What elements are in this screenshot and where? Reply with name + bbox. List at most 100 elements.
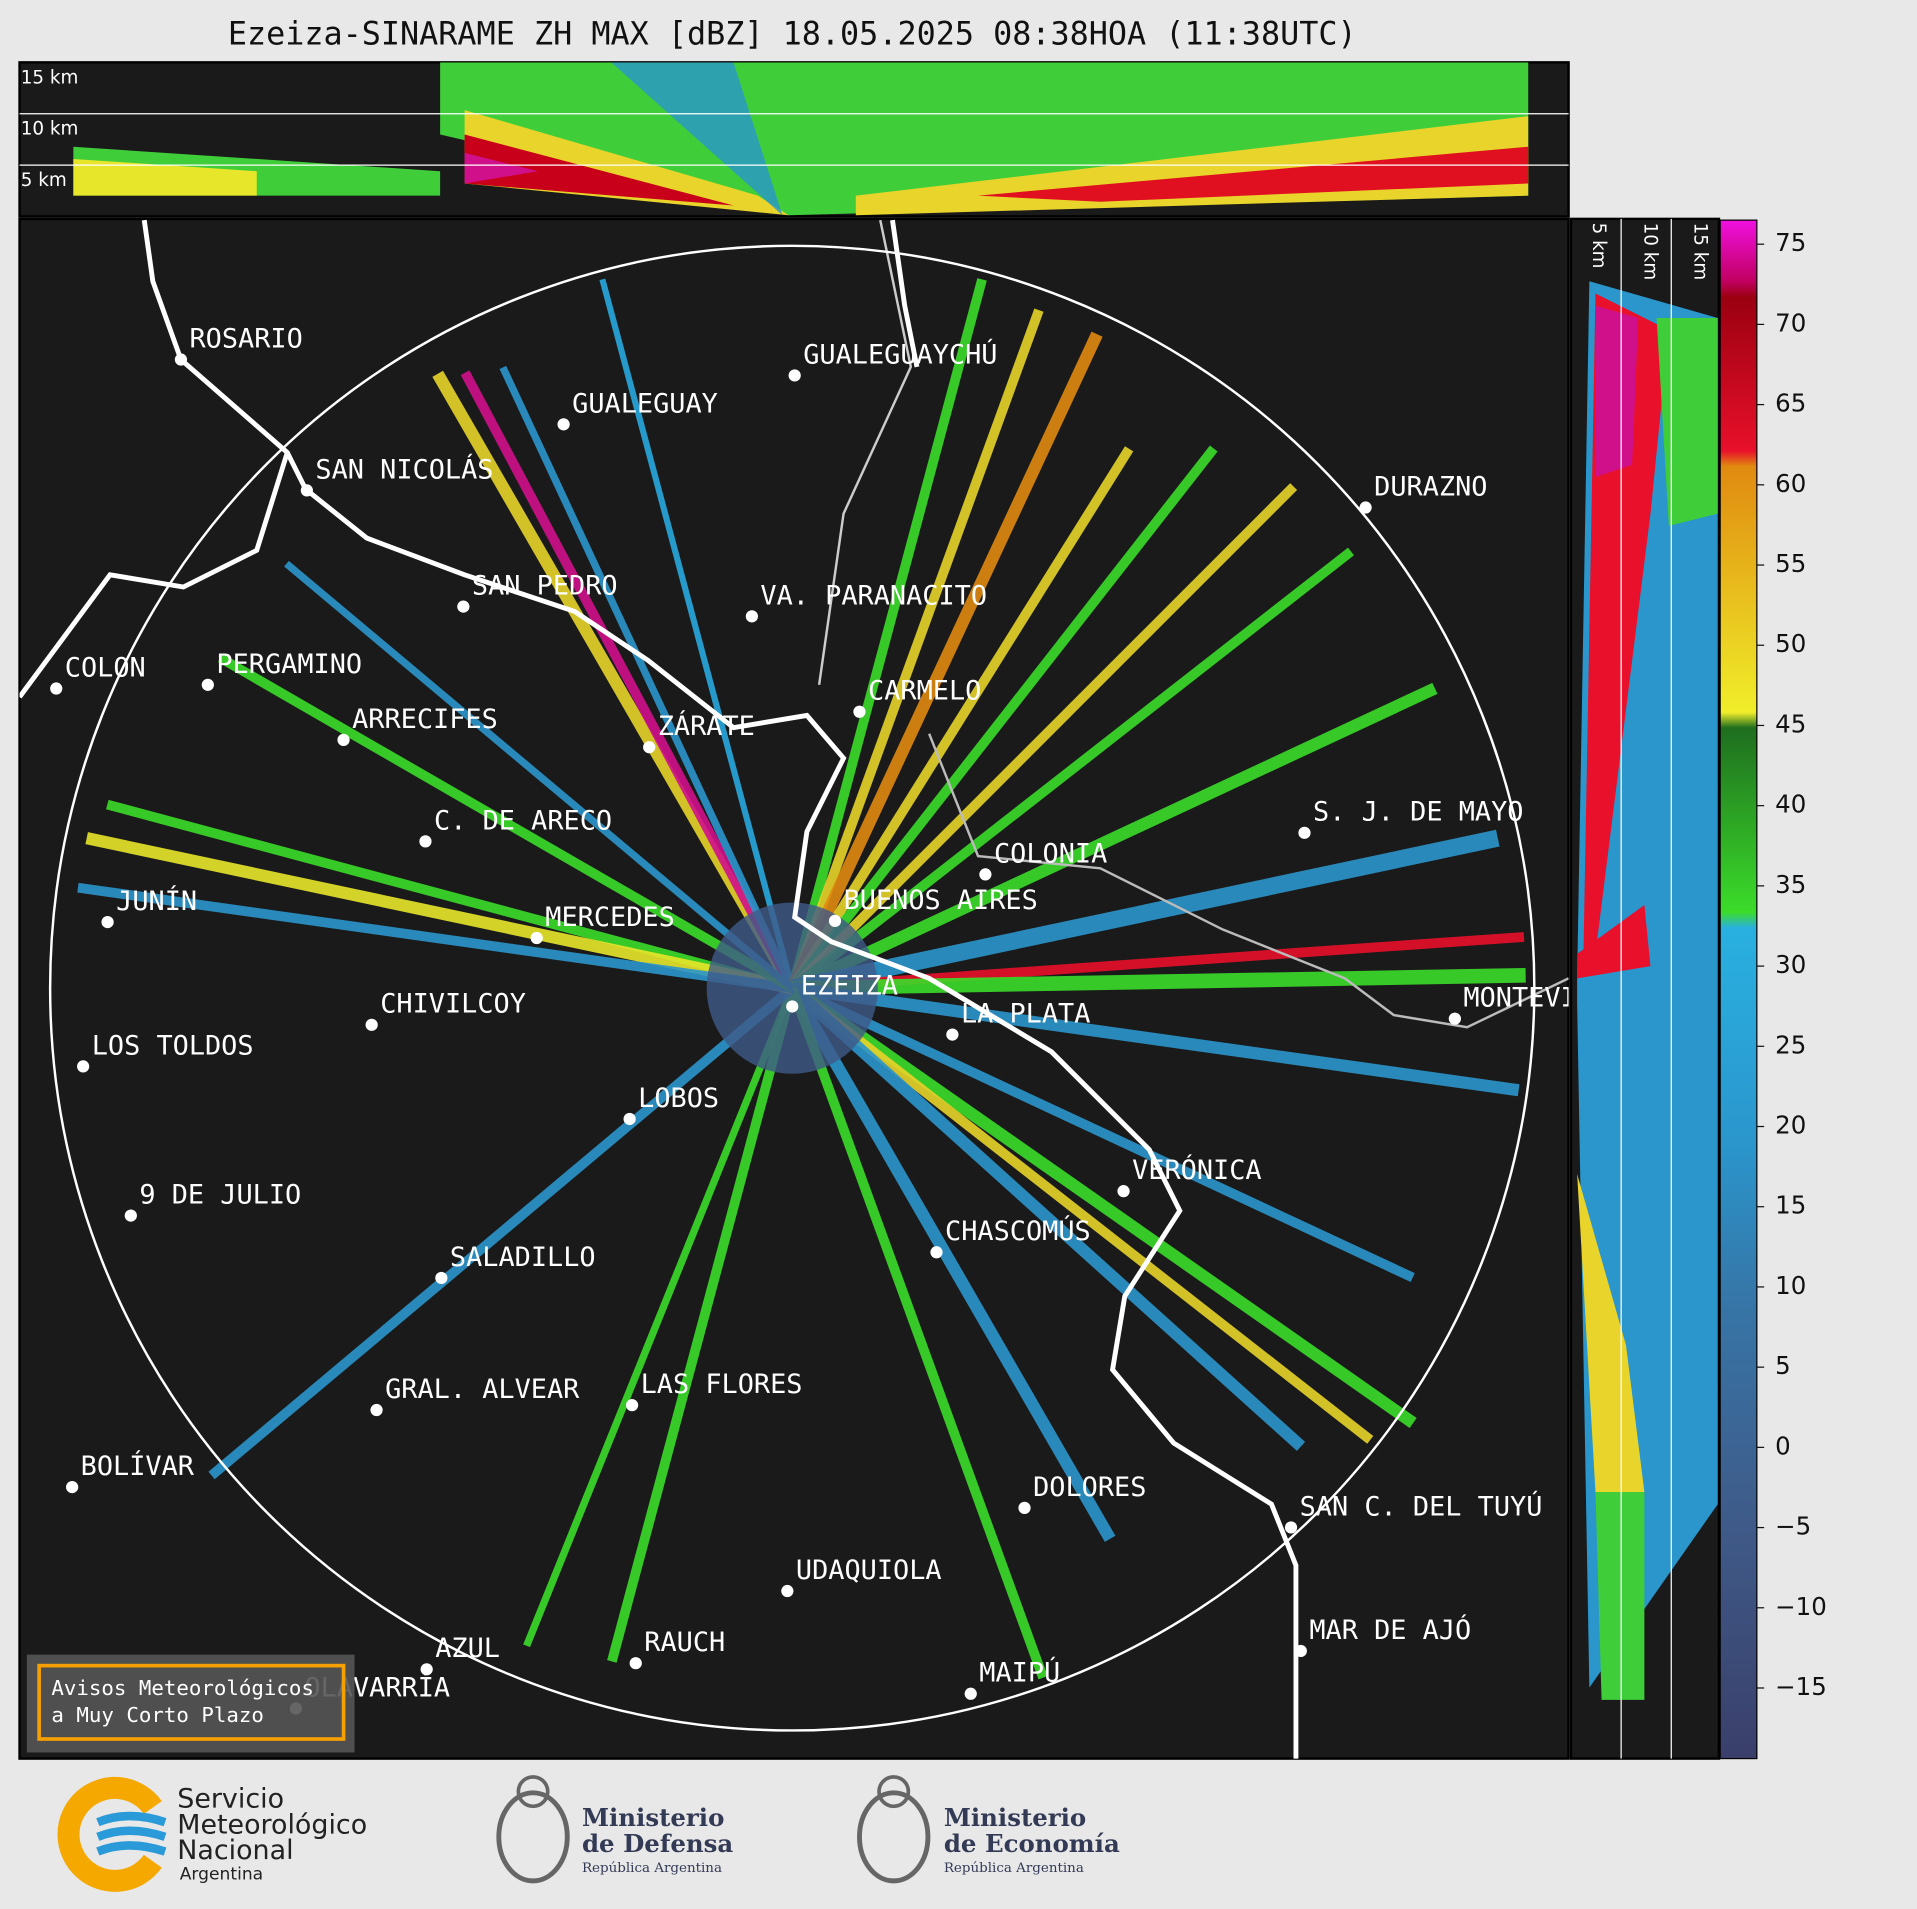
logo-economia: Ministerio de Economía República Argenti… — [857, 1775, 1120, 1884]
city-dot — [557, 418, 570, 431]
colorbar-tick-label: 10 — [1775, 1271, 1806, 1300]
city-label: ZÁRATE — [658, 710, 755, 742]
echo-ray — [499, 365, 796, 990]
colorbar-tick-label: 20 — [1775, 1111, 1806, 1140]
echo-ray — [788, 983, 1306, 1451]
city-label: SAN NICOLÁS — [315, 453, 493, 485]
city-dot — [1018, 1501, 1031, 1514]
colorbar-tick-label: −10 — [1775, 1592, 1827, 1621]
height-label: 10 km — [21, 119, 79, 140]
echo-ray — [786, 331, 1103, 991]
city-dot — [930, 1246, 943, 1259]
city-dot — [853, 705, 866, 718]
city-dot — [1359, 501, 1372, 514]
logo-smn: Servicio Meteorológico Nacional Argentin… — [57, 1776, 367, 1892]
height-label: 5 km — [21, 170, 67, 191]
city-dot — [457, 600, 470, 613]
echo-ray — [790, 829, 1500, 997]
city-label: MAIPÚ — [979, 1657, 1060, 1689]
colorbar-tick-label: −15 — [1775, 1672, 1827, 1701]
city-dot — [300, 484, 313, 497]
city-label: COLON — [65, 652, 146, 683]
city-dot — [370, 1403, 383, 1417]
city-label: DURAZNO — [1374, 471, 1487, 502]
city-dot — [66, 1480, 79, 1494]
warning-backdrop[interactable] — [26, 1654, 355, 1753]
echo-ray — [106, 799, 794, 993]
colorbar-tick-label: 55 — [1775, 549, 1806, 578]
logo-text: Nacional — [177, 1835, 293, 1866]
city-dot — [946, 1028, 959, 1041]
city-label: PERGAMINO — [216, 649, 362, 680]
city-label: S. J. DE MAYO — [1313, 797, 1523, 828]
city-label: SAN C. DEL TUYÚ — [1300, 1490, 1543, 1522]
logo-text: Ministerio — [944, 1803, 1086, 1832]
side-echoes — [1577, 281, 1718, 1700]
logo-defensa: Ministerio de Defensa República Argentin… — [496, 1775, 733, 1884]
warning-frame[interactable] — [37, 1663, 346, 1741]
city-dot — [629, 1657, 642, 1670]
city-dot — [337, 733, 350, 746]
city-label: UDAQUIOLA — [796, 1555, 942, 1586]
colorbar-tick-label: 35 — [1775, 870, 1806, 899]
colorbar — [1719, 219, 1758, 1760]
echo-ray — [789, 547, 1355, 992]
city-label: CARMELO — [868, 676, 981, 707]
echo-ray — [523, 986, 796, 1648]
city-dot — [786, 1000, 799, 1013]
echo-ray — [788, 983, 1417, 1429]
title: Ezeiza-SINARAME ZH MAX [dBZ] 18.05.2025 … — [228, 15, 1357, 52]
echo-ray — [792, 967, 1526, 996]
logo-text: Servicio — [177, 1784, 284, 1815]
city-label: SAN PEDRO — [472, 571, 618, 602]
echo-ray — [788, 483, 1298, 992]
city-label: LOS TOLDOS — [92, 1030, 254, 1061]
city-dot — [419, 835, 432, 848]
city-dot — [101, 915, 114, 929]
echo-ray — [787, 278, 987, 990]
city-dot — [365, 1018, 378, 1031]
warning-text[interactable]: a Muy Corto Plazo — [51, 1703, 264, 1727]
city-dot — [124, 1209, 137, 1222]
colorbar-tick-label: −5 — [1775, 1512, 1811, 1541]
city-label: SALADILLO — [450, 1242, 596, 1273]
colorbar-tick-label: 15 — [1775, 1191, 1806, 1220]
city-dot — [174, 353, 188, 366]
city-label: DOLORES — [1033, 1472, 1146, 1503]
city-dot — [1298, 826, 1311, 839]
city-dot — [788, 369, 801, 382]
echo-ray — [607, 986, 797, 1663]
city-label: GUALEGUAYCHÚ — [803, 338, 997, 370]
colorbar-tick-label: 40 — [1775, 790, 1806, 819]
city-dot — [435, 1271, 448, 1285]
height-label: 10 km — [1639, 223, 1660, 281]
colorbar-tick-label: 60 — [1775, 469, 1806, 498]
city-dot — [781, 1584, 794, 1598]
city-dot — [745, 610, 758, 623]
city-label: JUNÍN — [116, 885, 197, 917]
colorbar-tick-label: 75 — [1775, 228, 1806, 257]
logo-text: República Argentina — [944, 1861, 1084, 1876]
echo-ray — [208, 984, 796, 1480]
warning-box[interactable]: Avisos Meteorológicos a Muy Corto Plazo — [26, 1654, 355, 1753]
colorbar-tick-label: 25 — [1775, 1030, 1806, 1059]
city-dot — [50, 682, 63, 695]
city-dot — [420, 1663, 433, 1676]
city-dot — [77, 1060, 90, 1073]
city-dot — [623, 1112, 636, 1126]
city-dot — [828, 914, 842, 927]
colorbar-tick-label: 65 — [1775, 389, 1806, 418]
logo-text: República Argentina — [582, 1861, 722, 1876]
height-label: 15 km — [1689, 223, 1710, 281]
colorbar-tick-label: 30 — [1775, 950, 1806, 979]
city-label: 9 DE JULIO — [139, 1180, 301, 1211]
echo-ray — [218, 653, 795, 993]
height-label: 5 km — [1588, 223, 1609, 269]
range-ring — [48, 244, 1536, 1732]
city-label: LAS FLORES — [641, 1369, 803, 1400]
echo-ray — [787, 308, 1044, 990]
city-label: C. DE ARECO — [434, 805, 612, 836]
warning-text[interactable]: Avisos Meteorológicos — [51, 1676, 314, 1700]
